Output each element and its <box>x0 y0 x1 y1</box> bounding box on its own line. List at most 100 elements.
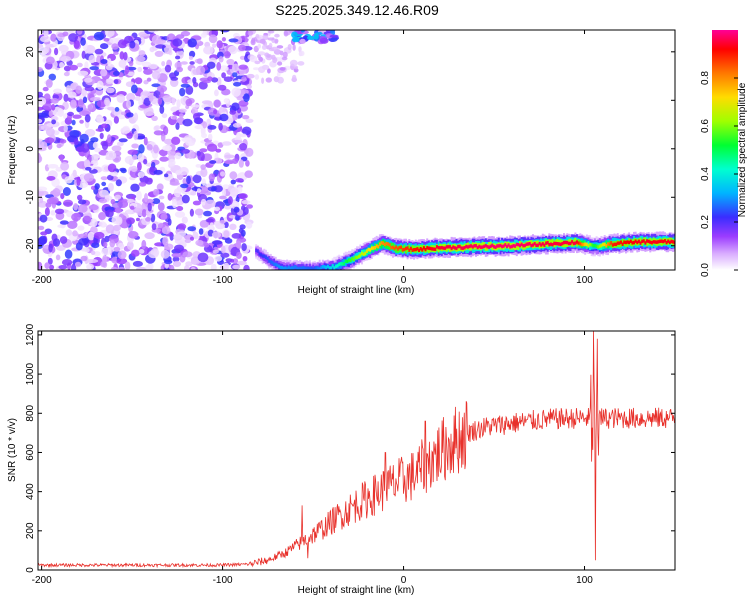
heatmap-noise-cell <box>61 259 73 266</box>
heatmap-noise-cell <box>145 264 153 270</box>
heatmap-ridge-cell <box>268 259 271 263</box>
heatmap-ridge-cell <box>642 239 645 243</box>
heatmap-noise-cell <box>72 169 77 177</box>
heatmap-ridge-cell <box>602 242 605 247</box>
heatmap-noise-cell <box>133 112 139 122</box>
heatmap-noise-cell <box>226 58 235 66</box>
heatmap-noise-cell <box>79 133 89 143</box>
heatmap-noise-cell <box>194 208 204 216</box>
heatmap-ridge-cell <box>629 239 632 243</box>
heatmap-noise-cell <box>103 241 108 248</box>
heatmap-ridge-cell <box>398 245 401 250</box>
heatmap-ridge-cell <box>335 264 337 269</box>
heatmap-noise-cell <box>124 261 131 270</box>
heatmap-noise-cell <box>132 260 143 267</box>
heatmap-noise-cell <box>106 134 112 144</box>
heatmap-noise-cell <box>138 50 146 57</box>
heatmap-noise-cell <box>88 54 96 64</box>
heatmap-noise-cell <box>186 175 191 185</box>
heatmap-ridge-cell <box>639 237 642 245</box>
heatmap-noise-cell <box>153 144 159 154</box>
snr-series-line <box>38 331 675 569</box>
heatmap-noise-cell <box>223 160 235 165</box>
heatmap-noise-cell <box>71 119 76 126</box>
heatmap-noise-cell <box>164 259 173 265</box>
heatmap-ridge-cell <box>572 241 575 246</box>
heatmap-noise-cell <box>257 43 262 49</box>
heatmap-ridge-cell <box>538 242 541 246</box>
heatmap-noise-cell <box>205 218 214 223</box>
heatmap-ridge-cell <box>460 246 463 250</box>
heatmap-noise-cell <box>241 200 251 205</box>
heatmap-ridge-cell <box>395 245 398 253</box>
heatmap-noise-cell <box>211 186 216 192</box>
heatmap-ridge-cell <box>365 249 368 253</box>
heatmap-ridge-cell <box>603 242 606 247</box>
heatmap-noise-cell <box>138 181 147 187</box>
heatmap-noise-cell <box>94 183 100 190</box>
heatmap-noise-cell <box>233 206 240 213</box>
heatmap-noise-cell <box>151 83 161 88</box>
heatmap-ridge-cell <box>473 244 476 248</box>
heatmap-ridge-cell <box>646 239 648 247</box>
heatmap-noise-cell <box>149 166 155 173</box>
snr-frame <box>37 330 676 571</box>
heatmap-ridge-cell <box>274 262 277 267</box>
heatmap-noise-cell <box>38 153 42 163</box>
heatmap-noise-cell <box>38 118 43 124</box>
heatmap-ridge-cell <box>479 245 482 249</box>
heatmap-noise-cell <box>105 78 114 85</box>
heatmap-noise-cell <box>146 112 155 116</box>
heatmap-noise-cell <box>224 154 235 159</box>
heatmap-noise-cell <box>238 44 246 51</box>
heatmap-noise-cell <box>80 37 86 46</box>
heatmap-noise-cell <box>192 200 201 206</box>
heatmap-noise-cell <box>51 104 56 111</box>
heatmap-noise-cell <box>62 187 71 196</box>
heatmap-noise-cell <box>161 61 166 67</box>
heatmap-noise-cell <box>117 266 126 270</box>
heatmap-noise-cell <box>171 115 178 120</box>
heatmap-blob-cell <box>300 30 305 33</box>
heatmap-noise-cell <box>55 208 65 215</box>
heatmap-noise-cell <box>195 239 204 246</box>
heatmap-noise-cell <box>169 181 180 186</box>
heatmap-ridge-cell <box>318 263 321 270</box>
heatmap-noise-cell <box>115 179 122 187</box>
heatmap-noise-cell <box>236 260 247 266</box>
heatmap-ridge-cell <box>488 242 491 249</box>
heatmap-noise-cell <box>104 30 115 38</box>
heatmap-noise-cell <box>227 64 234 70</box>
heatmap-noise-cell <box>247 30 254 36</box>
heatmap-ridge-cell <box>294 265 297 269</box>
heatmap-noise-cell <box>84 248 90 253</box>
heatmap-noise-cell <box>258 66 266 73</box>
heatmap-ridge-cell <box>512 244 515 248</box>
heatmap-noise-cell <box>184 238 192 244</box>
heatmap-noise-cell <box>181 216 188 224</box>
heatmap-noise-cell <box>126 92 136 102</box>
heatmap-ridge-cell <box>300 266 303 270</box>
heatmap-blob-cell <box>306 35 316 40</box>
heatmap-ridge-cell <box>598 244 601 248</box>
heatmap-ridge-cell <box>408 244 411 252</box>
heatmap-ridge-cell <box>514 244 517 248</box>
heatmap-ridge-cell <box>258 252 261 256</box>
heatmap-noise-cell <box>215 148 222 153</box>
heatmap-noise-cell <box>118 59 127 68</box>
heatmap-noise-cell <box>137 135 146 140</box>
heatmap-noise-cell <box>42 86 49 92</box>
heatmap-ridge-cell <box>559 242 562 246</box>
heatmap-ridge-cell <box>662 239 665 244</box>
heatmap-ridge-cell <box>649 240 652 244</box>
heatmap-ridge-cell <box>558 242 561 246</box>
heatmap-ridge-cell <box>323 265 326 269</box>
heatmap-noise-cell <box>100 69 108 77</box>
heatmap-noise-cell <box>164 44 172 55</box>
heatmap-noise-cell <box>141 61 152 68</box>
heatmap-noise-cell <box>192 231 199 239</box>
heatmap-noise-cell <box>201 178 206 186</box>
heatmap-noise-cell <box>88 204 99 211</box>
heatmap-ridge-cell <box>527 242 530 246</box>
